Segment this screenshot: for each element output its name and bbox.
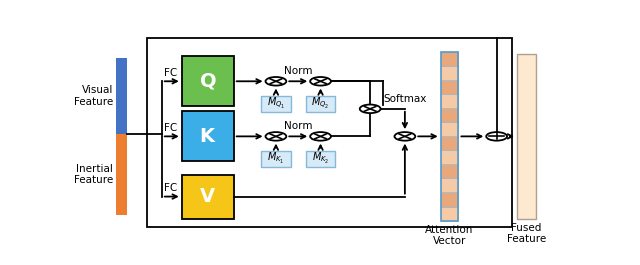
Text: $\mathbf{K}$: $\mathbf{K}$ — [199, 127, 216, 146]
Bar — [440, 108, 458, 122]
Bar — [440, 151, 458, 164]
Text: FC: FC — [164, 68, 177, 78]
Circle shape — [266, 77, 286, 86]
Text: $M_{K_2}$: $M_{K_2}$ — [312, 151, 329, 166]
Circle shape — [394, 132, 415, 141]
Bar — [440, 122, 458, 136]
Bar — [261, 151, 291, 167]
Bar — [440, 52, 458, 220]
Bar — [517, 54, 536, 219]
Bar — [440, 192, 458, 206]
Text: FC: FC — [164, 123, 177, 133]
Text: Softmax: Softmax — [383, 94, 426, 104]
Text: Visual
Feature: Visual Feature — [74, 85, 113, 107]
Bar — [182, 175, 234, 219]
Bar — [261, 96, 291, 112]
Text: $\mathbf{Q}$: $\mathbf{Q}$ — [199, 71, 216, 91]
Bar — [440, 136, 458, 151]
Text: $M_{Q_2}$: $M_{Q_2}$ — [312, 96, 330, 111]
Bar — [440, 80, 458, 94]
Bar — [116, 134, 127, 215]
Text: Norm: Norm — [284, 121, 312, 131]
Bar — [440, 178, 458, 192]
Circle shape — [486, 132, 507, 141]
Bar — [440, 52, 458, 66]
Bar — [440, 94, 458, 108]
Text: Attention
Vector: Attention Vector — [426, 225, 474, 246]
Text: $M_{Q_1}$: $M_{Q_1}$ — [267, 96, 285, 111]
Circle shape — [310, 132, 331, 141]
Bar — [147, 38, 511, 227]
Text: FC: FC — [164, 183, 177, 193]
Bar — [306, 151, 335, 167]
Text: $M_{K_1}$: $M_{K_1}$ — [267, 151, 285, 166]
Bar — [440, 66, 458, 80]
Bar — [182, 111, 234, 161]
Circle shape — [360, 105, 381, 113]
Text: Fused
Feature: Fused Feature — [507, 223, 546, 244]
Text: Norm: Norm — [284, 66, 312, 76]
Circle shape — [310, 77, 331, 86]
Bar — [440, 206, 458, 220]
Bar — [440, 164, 458, 178]
Bar — [306, 96, 335, 112]
Bar — [116, 58, 127, 134]
Text: Inertial
Feature: Inertial Feature — [74, 164, 113, 186]
Bar — [182, 56, 234, 106]
Circle shape — [266, 132, 286, 141]
Text: $\mathbf{V}$: $\mathbf{V}$ — [199, 187, 216, 206]
